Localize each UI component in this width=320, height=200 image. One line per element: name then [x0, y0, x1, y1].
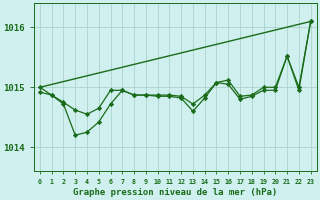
X-axis label: Graphe pression niveau de la mer (hPa): Graphe pression niveau de la mer (hPa) [73, 188, 277, 197]
